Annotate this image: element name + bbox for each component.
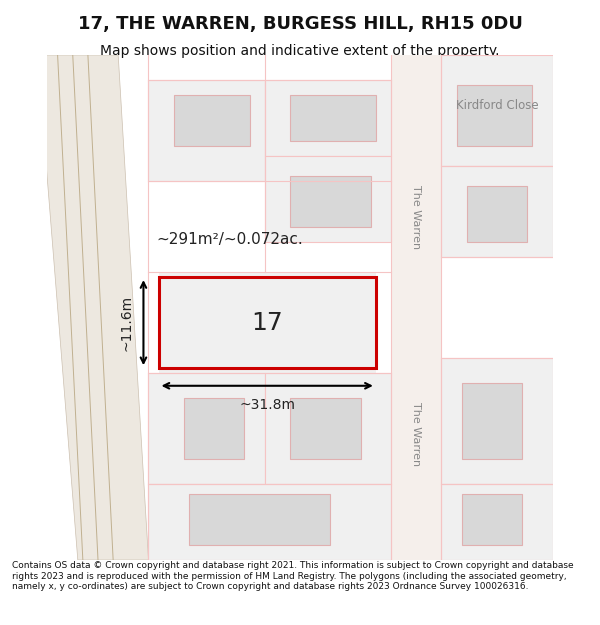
Polygon shape	[442, 55, 553, 166]
Text: Contains OS data © Crown copyright and database right 2021. This information is : Contains OS data © Crown copyright and d…	[12, 561, 574, 591]
Polygon shape	[442, 484, 553, 560]
Bar	[457, 85, 532, 146]
Text: ~31.8m: ~31.8m	[239, 398, 295, 412]
Bar	[461, 494, 522, 545]
Polygon shape	[442, 358, 553, 484]
Text: ~11.6m: ~11.6m	[119, 294, 133, 351]
Polygon shape	[442, 166, 553, 257]
Text: The Warren: The Warren	[411, 184, 421, 249]
Polygon shape	[158, 272, 376, 373]
Bar	[174, 96, 250, 146]
Polygon shape	[148, 484, 391, 560]
Bar	[290, 398, 361, 459]
Text: ~291m²/~0.072ac.: ~291m²/~0.072ac.	[156, 232, 302, 247]
Text: The Warren: The Warren	[411, 402, 421, 466]
Polygon shape	[265, 373, 391, 484]
Polygon shape	[37, 55, 148, 560]
Bar	[184, 398, 244, 459]
Polygon shape	[265, 156, 391, 242]
Text: 17: 17	[251, 311, 283, 334]
Polygon shape	[391, 55, 442, 560]
Bar	[189, 494, 331, 545]
Bar	[290, 96, 376, 141]
Bar	[467, 186, 527, 242]
Polygon shape	[265, 80, 391, 156]
Polygon shape	[148, 373, 265, 484]
Bar	[461, 383, 522, 459]
Text: Map shows position and indicative extent of the property.: Map shows position and indicative extent…	[100, 44, 500, 58]
Bar	[158, 278, 376, 368]
Bar	[290, 176, 371, 227]
Polygon shape	[148, 80, 265, 181]
Text: 17, THE WARREN, BURGESS HILL, RH15 0DU: 17, THE WARREN, BURGESS HILL, RH15 0DU	[77, 16, 523, 33]
Text: Kirdford Close: Kirdford Close	[455, 99, 538, 112]
